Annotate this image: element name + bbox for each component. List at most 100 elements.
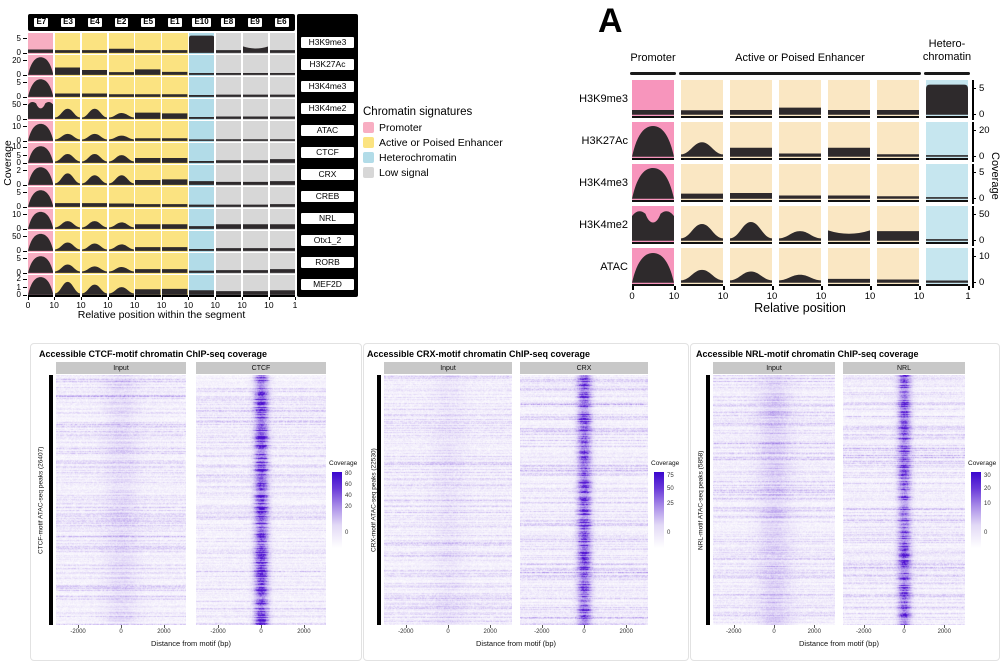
signal-area bbox=[81, 243, 108, 252]
row-strip-label: H3K4me2 bbox=[300, 101, 355, 116]
profile-cell bbox=[162, 275, 188, 296]
signal-area bbox=[28, 146, 54, 164]
peaks-annotation-bar bbox=[377, 375, 381, 625]
heatmap-x-tick-label: -2000 bbox=[534, 629, 550, 635]
panel-a-x-tick-label: 0 bbox=[629, 291, 635, 302]
signal-area bbox=[189, 271, 215, 274]
profile-cell bbox=[135, 231, 161, 252]
x-tick-mark bbox=[107, 297, 109, 300]
profile-cell bbox=[81, 165, 108, 186]
signal-area bbox=[189, 226, 215, 230]
signal-area bbox=[926, 239, 968, 241]
legend-item-label: Promoter bbox=[379, 121, 423, 134]
y-tick-mark bbox=[23, 96, 27, 98]
heatmap-x-tick-label: 0 bbox=[582, 629, 586, 635]
heatmap-canvas bbox=[713, 375, 835, 625]
signal-area bbox=[162, 138, 188, 142]
row-strip-label: H3K4me3 bbox=[300, 79, 355, 94]
x-tick-mark bbox=[80, 297, 82, 300]
profile-cell bbox=[108, 231, 134, 252]
signal-area bbox=[162, 113, 188, 119]
heatmap-x-tick-mark bbox=[121, 625, 122, 628]
profile-cell bbox=[215, 55, 242, 76]
colorbar-title: Coverage bbox=[968, 460, 997, 467]
panel-a-y-axis-line bbox=[972, 122, 974, 162]
profile-cell bbox=[81, 55, 108, 76]
legend-items: Promoter Active or Poised Enhancer Heteroc… bbox=[363, 120, 503, 180]
y-tick-label: 5 bbox=[16, 77, 21, 87]
profile-cell bbox=[681, 164, 723, 202]
panel-a-x-axis-label: Relative position bbox=[754, 301, 846, 315]
column-strip-label: E2 bbox=[113, 16, 130, 29]
profile-cell bbox=[877, 206, 919, 244]
legend-item: Heterochromatin bbox=[363, 150, 503, 165]
facet-strip: Input bbox=[713, 362, 835, 374]
signal-area bbox=[108, 244, 134, 252]
row-strip-label: RORB bbox=[300, 255, 355, 270]
colorbar-tick-label: 10 bbox=[984, 500, 991, 507]
row-strip-label: CTCF bbox=[300, 145, 355, 160]
heatmap-x-tick-mark bbox=[303, 625, 305, 628]
signal-area bbox=[189, 117, 215, 119]
panel-a-x-tick-label: 10 bbox=[717, 291, 729, 302]
signal-area bbox=[54, 108, 81, 119]
panel-a-x-tick-mark bbox=[870, 286, 872, 290]
profile-cell bbox=[81, 187, 108, 208]
heatmap-title: Accessible NRL-motif chromatin ChIP-seq … bbox=[696, 349, 919, 359]
heatmap-x-tick-label: -2000 bbox=[210, 629, 226, 635]
profile-cell bbox=[189, 187, 215, 208]
signal-area bbox=[135, 138, 161, 142]
signal-area bbox=[730, 109, 772, 115]
colorbar-tick-label: 60 bbox=[345, 481, 352, 488]
profile-cell bbox=[162, 77, 188, 98]
row-strip-label: Otx1_2 bbox=[300, 233, 355, 248]
colorbar-tick-label: 80 bbox=[345, 471, 352, 478]
profile-cell bbox=[162, 209, 188, 230]
coverage-colorbar bbox=[654, 472, 664, 548]
signal-area bbox=[730, 222, 772, 241]
colorbar-tick-label: 25 bbox=[667, 500, 674, 507]
x-tick-mark bbox=[268, 297, 270, 300]
profile-cell bbox=[81, 275, 108, 296]
signal-area bbox=[215, 182, 242, 186]
panel-a-y-tick-mark bbox=[972, 171, 976, 174]
signal-area bbox=[81, 154, 108, 164]
profile-cell bbox=[108, 99, 134, 120]
profile-cell bbox=[81, 253, 108, 274]
heatmap-x-tick-mark bbox=[733, 625, 735, 628]
y-tick-mark bbox=[23, 236, 27, 238]
heatmap-x-tick-label: 0 bbox=[259, 629, 263, 635]
signal-area bbox=[779, 107, 821, 115]
signal-area bbox=[28, 277, 54, 296]
heatmap-x-tick-mark bbox=[944, 625, 946, 628]
signal-area bbox=[242, 248, 269, 252]
column-strip-slot: E7 bbox=[28, 14, 55, 31]
y-tick-mark bbox=[23, 162, 27, 164]
y-tick-label: 5 bbox=[16, 33, 21, 43]
colorbar-tick-label: 30 bbox=[984, 472, 991, 479]
facet-strip: Input bbox=[384, 362, 512, 374]
profile-cell bbox=[81, 143, 108, 164]
profile-cell bbox=[877, 122, 919, 160]
y-tick-label: 0 bbox=[16, 180, 21, 190]
profile-cell bbox=[135, 99, 161, 120]
profile-cell bbox=[28, 275, 54, 296]
profile-cell bbox=[215, 121, 242, 142]
panel-a-x-tick-mark bbox=[772, 286, 774, 290]
heatmap-x-tick-label: -2000 bbox=[398, 629, 414, 635]
signal-area bbox=[779, 153, 821, 157]
heatmap-x-tick-label: 2000 bbox=[807, 629, 821, 635]
profile-cell bbox=[162, 143, 188, 164]
signal-area bbox=[162, 94, 188, 97]
heatmap-x-tick-mark bbox=[584, 625, 585, 628]
panel-a-x-tick-label: 10 bbox=[668, 291, 680, 302]
profile-cell bbox=[162, 187, 188, 208]
peaks-annotation-bar bbox=[49, 375, 53, 625]
profile-cell bbox=[189, 33, 215, 54]
signal-area bbox=[28, 256, 54, 274]
signal-area bbox=[108, 72, 134, 75]
profile-cell bbox=[269, 275, 295, 296]
signal-area bbox=[189, 161, 215, 164]
panel-a-x-tick-mark bbox=[723, 286, 725, 290]
signal-area bbox=[242, 182, 269, 186]
